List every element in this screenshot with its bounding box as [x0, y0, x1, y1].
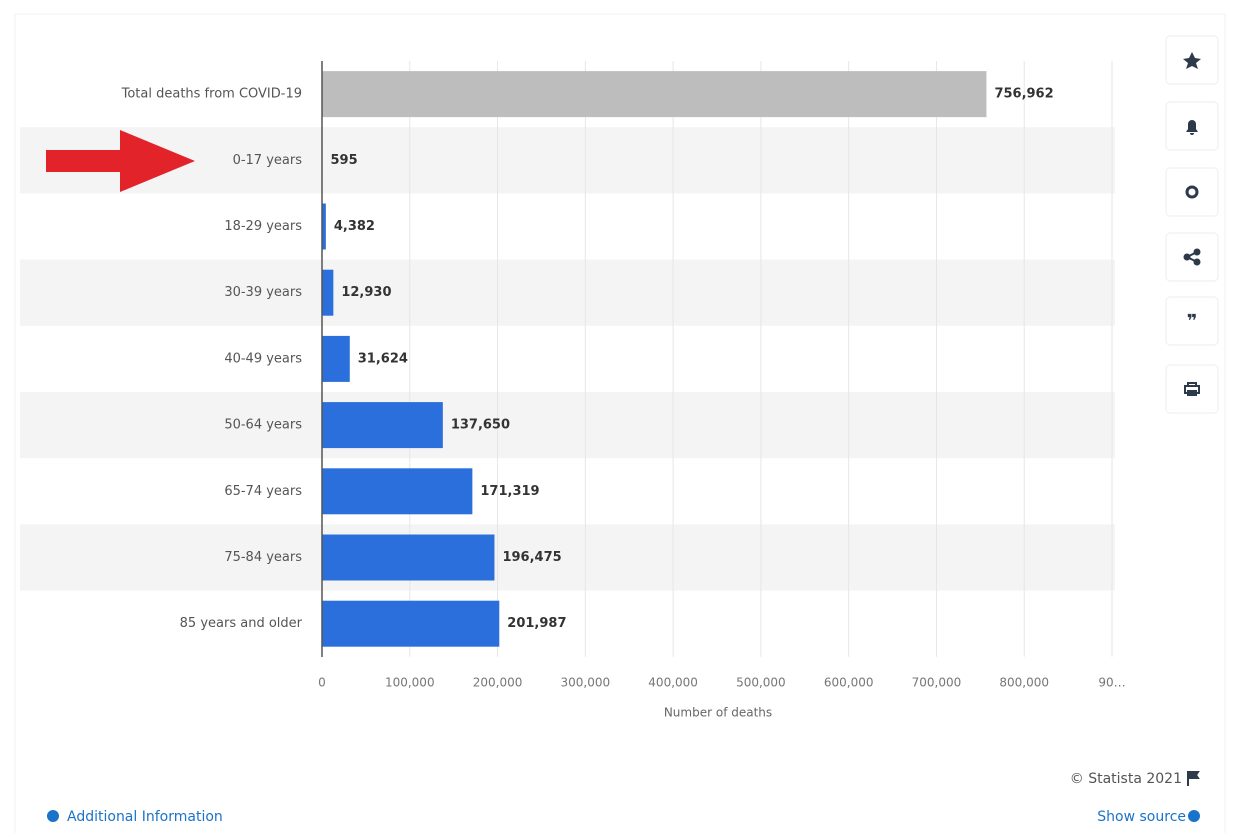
arrow — [46, 130, 195, 192]
y-tick-label: 75-84 years — [224, 550, 302, 565]
share-button[interactable] — [1165, 232, 1219, 282]
value-label: 756,962 — [994, 87, 1053, 102]
y-tick-label: 0-17 years — [233, 153, 303, 168]
x-tick-label: 500,000 — [736, 676, 786, 690]
copyright: © Statista 2021 — [1070, 771, 1182, 787]
x-tick-label: 300,000 — [561, 676, 611, 690]
bar — [322, 402, 443, 449]
bar — [322, 269, 334, 316]
show-source-link[interactable]: Show source — [1097, 809, 1186, 825]
x-tick-label: 400,000 — [648, 676, 698, 690]
settings-button[interactable] — [1165, 167, 1219, 217]
toolbar: ❞ — [1165, 35, 1219, 414]
bell-icon — [1186, 120, 1198, 135]
x-tick-label: 90… — [1098, 676, 1125, 690]
bar — [322, 468, 473, 515]
value-label: 4,382 — [334, 219, 375, 234]
value-label: 201,987 — [507, 616, 566, 631]
y-tick-label: 18-29 years — [224, 219, 302, 234]
value-label: 137,650 — [451, 418, 510, 433]
bar — [322, 335, 350, 382]
bar — [322, 71, 987, 118]
additional-info-link[interactable]: Additional Information — [67, 809, 223, 825]
value-label: 31,624 — [358, 351, 408, 366]
bars — [322, 71, 987, 647]
value-label: 171,319 — [480, 484, 539, 499]
value-label: 12,930 — [341, 285, 391, 300]
bar — [322, 203, 326, 250]
row-stripe — [20, 392, 1115, 459]
row-stripe — [20, 524, 1115, 591]
x-tick-label: 600,000 — [824, 676, 874, 690]
x-tick-label: 100,000 — [385, 676, 435, 690]
row-stripe — [20, 127, 1115, 194]
print-icon — [1184, 382, 1200, 396]
gear-icon — [1185, 185, 1199, 199]
y-tick-label: 85 years and older — [180, 616, 303, 631]
x-axis-label: Number of deaths — [664, 706, 772, 720]
value-label: 196,475 — [502, 550, 561, 565]
y-tick-label: 50-64 years — [224, 418, 302, 433]
stripes — [20, 127, 1115, 591]
bar — [322, 600, 500, 647]
y-tick-label: 65-74 years — [224, 484, 302, 499]
print-button[interactable] — [1165, 364, 1219, 414]
x-tick-label: 800,000 — [999, 676, 1049, 690]
quote-icon: ❞ — [1187, 311, 1198, 332]
y-tick-label: 30-39 years — [224, 285, 302, 300]
x-tick-label: 0 — [318, 676, 326, 690]
x-tick-label: 700,000 — [912, 676, 962, 690]
cite-button[interactable] — [1165, 296, 1219, 346]
row-stripe — [20, 259, 1115, 326]
y-tick-label: Total deaths from COVID-19 — [121, 87, 302, 102]
star-icon — [1183, 52, 1201, 69]
value-label: 595 — [331, 153, 358, 168]
bar — [322, 534, 495, 581]
share-icon — [1183, 248, 1201, 266]
x-tick-label: 200,000 — [473, 676, 523, 690]
info-icon — [47, 810, 59, 822]
y-tick-label: 40-49 years — [224, 351, 302, 366]
info-icon — [1188, 810, 1200, 822]
flag-icon — [1187, 771, 1200, 786]
